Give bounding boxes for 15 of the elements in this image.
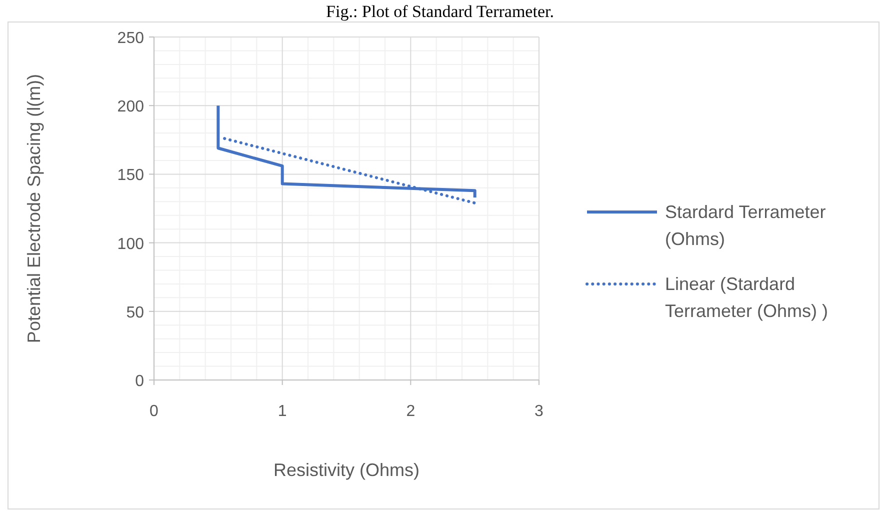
y-tick-label: 150 [117,167,144,184]
legend-label: Stardard Terrameter (Ohms) [665,202,826,249]
x-tick-label: 2 [406,403,416,420]
y-tick-label: 250 [117,30,144,47]
x-tick-label: 3 [534,403,544,420]
x-tick-label: 0 [150,403,159,420]
y-tick-label: 100 [117,236,144,253]
y-axis-title: Potential Electrode Spacing (l(m)) [24,74,44,344]
chart-title: Fig.: Plot of Standard Terrameter. [326,2,554,21]
x-axis-title: Resistivity (Ohms) [273,460,420,480]
y-tick-label: 50 [126,304,144,322]
legend-label: Linear (Stardard Terrameter (Ohms) ) [665,274,828,321]
x-tick-label: 1 [278,403,287,420]
y-tick-label: 0 [135,373,144,390]
y-tick-label: 200 [117,98,144,116]
